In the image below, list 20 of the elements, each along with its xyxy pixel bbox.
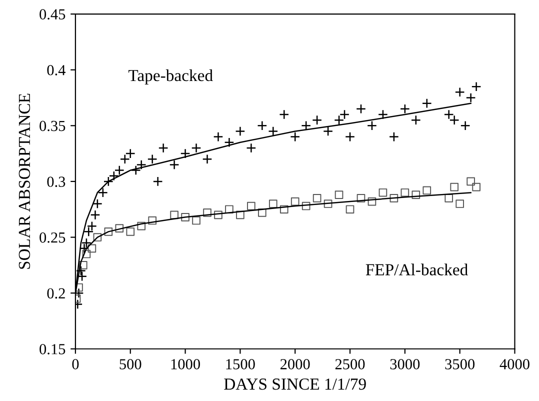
x-tick-label: 4000	[500, 359, 530, 370]
y-tick-label: 0.35	[40, 120, 66, 132]
x-tick-label: 3000	[390, 359, 420, 370]
x-tick-label: 500	[120, 359, 142, 370]
annotation: Tape-backed	[128, 69, 213, 85]
x-tick-label: 2000	[280, 359, 310, 370]
x-tick-label: 1000	[171, 359, 200, 370]
x-tick-label: 3500	[445, 359, 475, 370]
x-axis-title: DAYS SINCE 1/1/79	[224, 378, 366, 390]
x-tick-label: 0	[72, 359, 79, 370]
x-tick-label: 2500	[335, 359, 365, 370]
y-tick-label: 0.3	[47, 176, 66, 187]
y-tick-label: 0.45	[40, 9, 66, 20]
y-tick-label: 0.15	[40, 344, 66, 354]
x-tick-label: 1500	[226, 359, 255, 370]
y-tick-label: 0.4	[47, 64, 66, 76]
y-tick-label: 0.25	[40, 232, 66, 243]
y-tick-label: 0.2	[47, 288, 65, 299]
y-axis-title: SOLAR ABSORPTANCE	[18, 94, 30, 269]
annotation: FEP/Al-backed	[366, 264, 468, 276]
